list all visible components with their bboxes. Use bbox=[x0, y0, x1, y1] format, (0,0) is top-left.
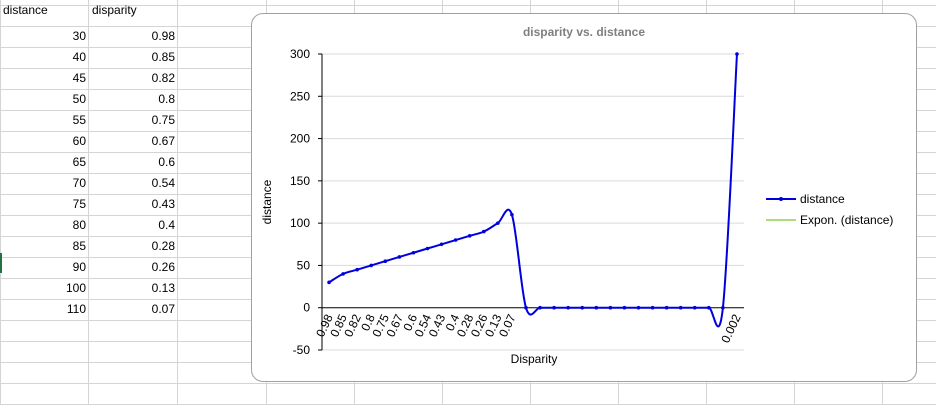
cell-distance[interactable]: 70 bbox=[72, 176, 86, 190]
cell-disparity[interactable]: 0.28 bbox=[151, 239, 175, 253]
data-point bbox=[707, 305, 711, 310]
cell-distance[interactable]: 65 bbox=[72, 155, 86, 169]
cell-disparity[interactable]: 0.67 bbox=[151, 134, 175, 148]
header-disparity[interactable]: disparity bbox=[92, 3, 137, 17]
data-point bbox=[397, 255, 402, 259]
cell-disparity[interactable]: 0.85 bbox=[151, 50, 175, 64]
header-distance[interactable]: distance bbox=[3, 3, 48, 17]
disparity-chart: disparity vs. distance -50 0 50 100 150 200 25… bbox=[260, 25, 893, 366]
cell-distance[interactable]: 30 bbox=[72, 29, 86, 43]
legend[interactable]: distance Expon. (distance) bbox=[766, 192, 893, 227]
data-point bbox=[580, 305, 585, 310]
data-point bbox=[678, 305, 683, 310]
data-point bbox=[453, 238, 458, 242]
data-point bbox=[369, 263, 374, 268]
cell-distance[interactable]: 60 bbox=[72, 134, 86, 148]
data-point bbox=[664, 305, 669, 310]
y-tick-label: 200 bbox=[290, 132, 310, 146]
cell-distance[interactable]: 40 bbox=[72, 50, 86, 64]
cell-distance[interactable]: 75 bbox=[72, 197, 86, 211]
legend-marker-distance bbox=[779, 197, 783, 201]
data-point bbox=[355, 267, 359, 272]
data-point bbox=[481, 229, 486, 234]
y-tick-label: 100 bbox=[290, 216, 310, 230]
cell-disparity[interactable]: 0.43 bbox=[151, 197, 175, 211]
cell-distance[interactable]: 50 bbox=[72, 92, 86, 106]
cell-disparity[interactable]: 0.54 bbox=[151, 176, 175, 190]
cell-distance[interactable]: 90 bbox=[72, 260, 86, 274]
data-point bbox=[425, 246, 430, 251]
data-point bbox=[411, 250, 416, 255]
x-axis-ticks: 0.980.850.820.80.750.670.60.540.430.40.2… bbox=[313, 312, 744, 345]
cell-disparity[interactable]: 0.75 bbox=[151, 113, 175, 127]
chart-panel[interactable]: disparity vs. distance -50 0 50 100 150 200 25… bbox=[251, 13, 917, 382]
data-point bbox=[467, 234, 472, 238]
data-point bbox=[552, 305, 556, 310]
data-point bbox=[650, 305, 655, 310]
cell-disparity[interactable]: 0.07 bbox=[151, 302, 175, 316]
y-tick-label: 50 bbox=[297, 258, 311, 272]
legend-label-distance: distance bbox=[800, 192, 845, 206]
cell-disparity[interactable]: 0.98 bbox=[151, 29, 175, 43]
x-tick-label: 0.8 bbox=[358, 312, 378, 333]
y-tick-label: -50 bbox=[293, 343, 311, 357]
data-point bbox=[622, 305, 627, 310]
cell-disparity[interactable]: 0.26 bbox=[151, 260, 175, 274]
cell-disparity[interactable]: 0.8 bbox=[158, 92, 175, 106]
x-tick-label: 0.4 bbox=[443, 312, 463, 333]
y-tick-label: 250 bbox=[290, 89, 310, 103]
cell-distance[interactable]: 100 bbox=[65, 281, 86, 295]
y-tick-label: 300 bbox=[290, 47, 310, 61]
cell-disparity[interactable]: 0.4 bbox=[158, 218, 175, 232]
chart-title: disparity vs. distance bbox=[523, 25, 645, 39]
data-point bbox=[496, 221, 500, 225]
cell-disparity[interactable]: 0.6 bbox=[158, 155, 175, 169]
data-point bbox=[566, 305, 570, 310]
data-point bbox=[721, 305, 725, 310]
data-point bbox=[594, 305, 599, 310]
data-point bbox=[341, 272, 345, 276]
x-axis-label: Disparity bbox=[511, 352, 558, 366]
data-point bbox=[327, 280, 331, 285]
data-point bbox=[608, 305, 613, 310]
data-point bbox=[439, 242, 444, 247]
data-point bbox=[383, 259, 388, 263]
data-point bbox=[735, 52, 739, 56]
cell-disparity[interactable]: 0.13 bbox=[151, 281, 175, 295]
cell-distance[interactable]: 110 bbox=[66, 302, 86, 316]
series-points-distance bbox=[327, 52, 739, 310]
cell-distance[interactable]: 45 bbox=[72, 71, 86, 85]
y-axis-ticks: -50 0 50 100 150 200 250 300 bbox=[290, 47, 310, 357]
cell-disparity[interactable]: 0.82 bbox=[151, 71, 175, 85]
cell-distance[interactable]: 55 bbox=[72, 113, 86, 127]
cell-distance[interactable]: 80 bbox=[72, 218, 86, 232]
chart-gridlines bbox=[318, 53, 744, 351]
y-tick-label: 0 bbox=[303, 301, 310, 315]
data-point bbox=[636, 305, 641, 310]
x-tick-label: 0.6 bbox=[400, 312, 420, 333]
series-line-distance bbox=[328, 53, 738, 328]
y-tick-label: 150 bbox=[290, 174, 310, 188]
legend-label-trend: Expon. (distance) bbox=[800, 213, 893, 227]
data-point bbox=[524, 305, 528, 310]
data-point bbox=[510, 212, 514, 217]
cell-distance[interactable]: 85 bbox=[72, 239, 86, 253]
data-point bbox=[538, 305, 542, 310]
y-axis-label: distance bbox=[260, 179, 274, 224]
data-point bbox=[692, 305, 697, 310]
